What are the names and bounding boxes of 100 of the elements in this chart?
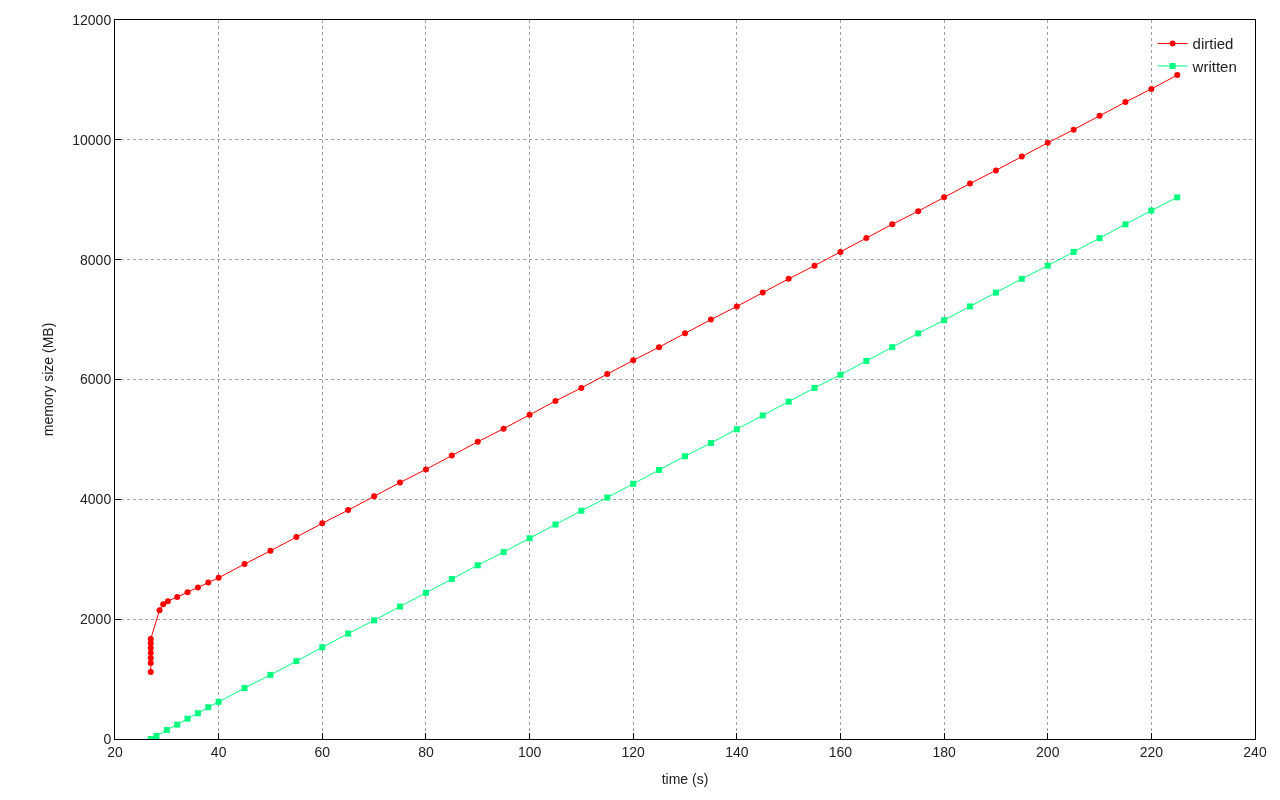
y-tick-label: 8000 xyxy=(80,251,112,268)
point xyxy=(733,426,740,433)
point xyxy=(1122,99,1129,106)
point xyxy=(1148,207,1155,214)
point xyxy=(241,561,248,568)
point xyxy=(837,248,844,255)
point xyxy=(215,574,222,581)
point xyxy=(526,411,533,418)
point xyxy=(604,494,611,501)
point xyxy=(319,644,326,651)
x-tick-label: 160 xyxy=(828,743,853,760)
point xyxy=(194,584,201,591)
point xyxy=(1148,85,1155,92)
point xyxy=(267,547,274,554)
point xyxy=(1044,139,1051,146)
point xyxy=(707,316,714,323)
point xyxy=(293,534,300,541)
point xyxy=(811,384,818,391)
point xyxy=(1174,194,1181,201)
point xyxy=(889,344,896,351)
point xyxy=(604,371,611,378)
point xyxy=(1044,262,1051,269)
point xyxy=(630,480,637,487)
point xyxy=(967,303,973,310)
point xyxy=(837,371,844,378)
point xyxy=(194,710,201,717)
point xyxy=(785,398,792,405)
point xyxy=(941,194,948,201)
y-tick-label: 6000 xyxy=(80,371,112,388)
point xyxy=(319,520,326,527)
point xyxy=(863,357,870,364)
y-tick-label: 4000 xyxy=(80,491,112,508)
x-tick-label: 80 xyxy=(418,743,434,760)
point xyxy=(345,507,352,514)
point xyxy=(552,521,559,528)
point xyxy=(1018,275,1025,282)
point xyxy=(215,698,222,705)
point xyxy=(422,589,429,596)
point xyxy=(578,507,585,514)
point xyxy=(889,221,896,228)
point xyxy=(967,180,973,187)
point xyxy=(422,466,429,473)
point xyxy=(682,330,688,337)
x-tick-label: 200 xyxy=(1036,743,1060,760)
legend-label: written xyxy=(1191,57,1237,75)
x-tick-label: 140 xyxy=(725,743,749,760)
point xyxy=(992,289,999,296)
point xyxy=(160,601,167,608)
point xyxy=(552,398,559,405)
y-tick-label: 10000 xyxy=(72,131,112,148)
point xyxy=(941,317,948,324)
point xyxy=(293,658,300,665)
point xyxy=(630,357,637,364)
point xyxy=(147,635,154,642)
point xyxy=(1070,126,1077,133)
point xyxy=(992,167,999,174)
point xyxy=(241,685,248,692)
point xyxy=(205,579,212,586)
point xyxy=(174,721,181,728)
point xyxy=(1070,248,1077,255)
point xyxy=(448,576,455,583)
point xyxy=(448,452,455,459)
point xyxy=(163,727,170,734)
x-tick-label: 180 xyxy=(932,743,956,760)
point xyxy=(1122,221,1129,228)
point xyxy=(1096,112,1103,119)
point xyxy=(345,630,352,637)
point xyxy=(147,655,154,662)
point xyxy=(707,440,714,447)
point xyxy=(759,412,766,419)
x-tick-label: 100 xyxy=(517,743,542,760)
point xyxy=(174,594,181,600)
point xyxy=(397,603,403,610)
point xyxy=(863,235,870,242)
x-tick-label: 240 xyxy=(1243,743,1267,760)
point xyxy=(785,275,792,282)
point xyxy=(915,330,922,337)
point xyxy=(205,704,212,711)
y-axis-title: memory size (MB) xyxy=(39,322,56,437)
point xyxy=(656,344,663,351)
point xyxy=(578,384,585,391)
point xyxy=(500,549,507,556)
point xyxy=(184,589,191,596)
x-tick-label: 40 xyxy=(210,743,227,760)
point xyxy=(1096,235,1103,242)
x-axis-title: time (s) xyxy=(661,771,709,788)
point xyxy=(500,425,507,432)
point xyxy=(682,453,688,460)
x-tick-label: 220 xyxy=(1139,743,1164,760)
point xyxy=(474,438,481,445)
point xyxy=(474,562,481,569)
point xyxy=(759,289,766,296)
point xyxy=(811,262,818,269)
point xyxy=(656,466,663,473)
point xyxy=(1018,153,1025,160)
y-tick-label: 12000 xyxy=(72,11,112,28)
point xyxy=(147,668,154,675)
point xyxy=(526,535,533,542)
point xyxy=(164,598,171,605)
point xyxy=(156,607,163,614)
